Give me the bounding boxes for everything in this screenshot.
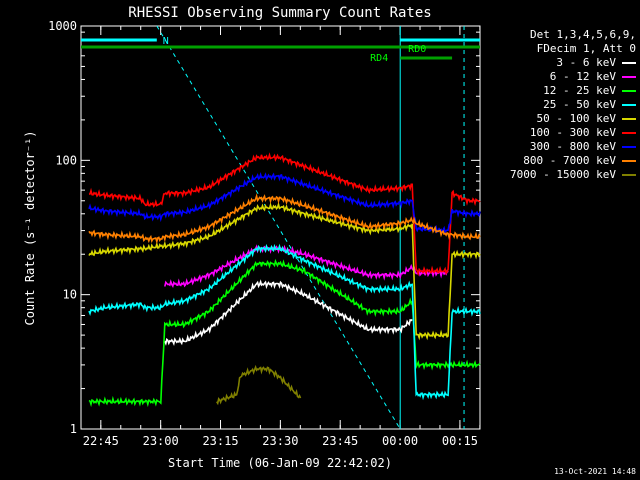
tick-labels: 1 10 100 1000 22:45 23:00 23:15 23:30 23:45 00:00… [48,19,478,448]
plot-axes [80,25,481,430]
x-tick-label: 23:00 [143,434,179,448]
y-tick-label: 1 [70,422,77,436]
timestamp: 13-Oct-2021 14:48 [554,467,636,476]
legend-entry: 800 - 7000 keV [474,154,636,168]
x-axis-label: Start Time (06-Jan-09 22:42:02) [168,456,392,470]
series-line [216,364,302,406]
legend-label: 12 - 25 keV [543,84,616,97]
legend-entry: 12 - 25 keV [474,84,636,98]
legend-swatch [622,90,636,92]
x-tick-label: 23:45 [322,434,358,448]
legend-swatch [622,62,636,64]
legend-swatch [622,132,636,134]
legend-label: 25 - 50 keV [543,98,616,111]
y-tick-label: 100 [55,153,77,167]
x-tick-label: 23:15 [202,434,238,448]
legend-swatch [622,174,636,176]
status-overlays: N RD0 RD4 [81,25,480,430]
x-tick-label: 23:30 [262,434,298,448]
x-tick-label: 22:45 [83,434,119,448]
x-tick-label: 00:15 [442,434,478,448]
chart-title: RHESSI Observing Summary Count Rates [128,5,431,21]
boundary-dashed-line [156,25,401,430]
legend-label: 7000 - 15000 keV [510,168,616,181]
legend-swatch [622,104,636,106]
series-line [164,279,413,347]
legend-entry: 50 - 100 keV [474,112,636,126]
legend-entry: 3 - 6 keV [474,56,636,70]
legend-swatch [622,146,636,148]
series-line [164,244,449,289]
legend-label: 800 - 7000 keV [523,154,616,167]
legend-label: 3 - 6 keV [556,56,616,69]
legend: Det 1,3,4,5,6,9, FDecim 1, Att 0 3 - 6 k… [474,28,636,182]
series-line [88,243,481,401]
status-annotation: N [163,36,169,47]
y-axis-label: Count Rate (s⁻¹ detector⁻¹) [23,130,37,325]
legend-swatch [622,160,636,162]
legend-entry: 100 - 300 keV [474,126,636,140]
legend-label: 6 - 12 keV [549,70,616,83]
x-tick-label: 00:00 [382,434,418,448]
legend-label: 100 - 300 keV [529,126,616,139]
series-line [88,201,481,341]
legend-swatch [622,76,636,78]
legend-entry: 300 - 800 keV [474,140,636,154]
legend-swatch [622,118,636,120]
status-annotation: RD4 [370,53,388,64]
y-tick-label: 10 [63,288,77,302]
series-line [88,152,481,277]
legend-label: 300 - 800 keV [529,140,616,153]
data-series [88,152,481,408]
legend-header-decimation: FDecim 1, Att 0 [536,42,636,55]
legend-header-detectors: Det 1,3,4,5,6,9, [530,28,636,41]
legend-entry: 25 - 50 keV [474,98,636,112]
series-line [88,193,481,245]
legend-label: 50 - 100 keV [536,112,616,125]
y-tick-label: 1000 [48,19,77,33]
legend-entry: 6 - 12 keV [474,70,636,84]
status-annotation: RD0 [408,44,426,55]
series-line [88,172,481,235]
legend-entry: 7000 - 15000 keV [474,168,636,182]
